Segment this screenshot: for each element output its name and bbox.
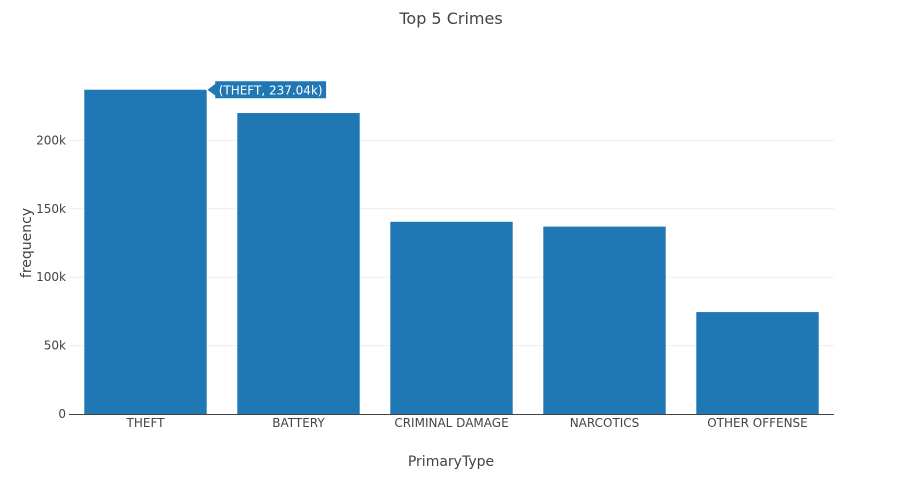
bars: [84, 89, 819, 414]
y-tick-label: 0: [58, 407, 66, 421]
y-tick-label: 100k: [36, 270, 66, 284]
x-tick-label: THEFT: [126, 416, 166, 430]
x-tick-label: OTHER OFFENSE: [707, 416, 808, 430]
bar-battery[interactable]: [237, 113, 360, 414]
x-axis-label: PrimaryType: [408, 454, 494, 470]
bar-criminal-damage[interactable]: [390, 221, 513, 414]
y-tick-label: 200k: [36, 133, 66, 147]
x-tick-label: NARCOTICS: [570, 416, 640, 430]
bar-theft[interactable]: [84, 89, 207, 414]
bar-other-offense[interactable]: [696, 312, 819, 414]
hover-label-text: (THEFT, 237.04k): [219, 84, 323, 98]
y-axis-label: frequency: [19, 208, 35, 278]
hover-label-box: [205, 80, 328, 100]
x-tick-label: CRIMINAL DAMAGE: [394, 416, 508, 430]
x-tick-labels: THEFT BATTERY CRIMINAL DAMAGE NARCOTICS OTHE…: [126, 416, 808, 430]
y-tick-label: 150k: [36, 202, 66, 216]
y-tick-label: 50k: [44, 339, 66, 353]
y-tick-labels: 0 50k 100k 150k 200k: [36, 133, 66, 421]
x-tick-label: BATTERY: [272, 416, 325, 430]
bar-narcotics[interactable]: [543, 226, 666, 414]
chart-title: Top 5 Crimes: [398, 9, 502, 28]
hover-tooltip: (THEFT, 237.04k): [205, 80, 328, 100]
